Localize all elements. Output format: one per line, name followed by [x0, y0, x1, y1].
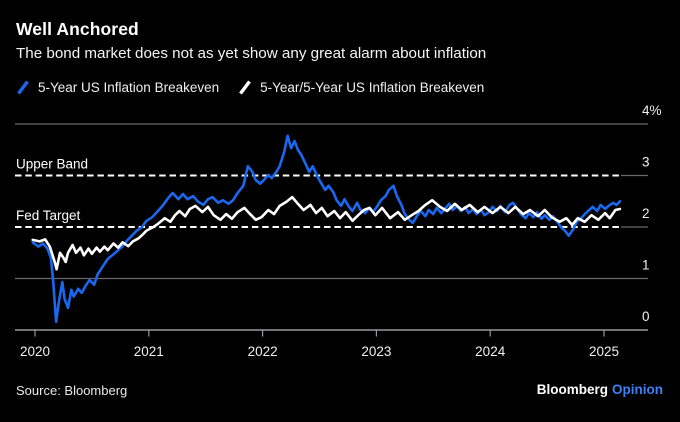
white-slash-icon — [239, 80, 251, 95]
x-axis-tick-label: 2021 — [134, 344, 164, 359]
bloomberg-opinion-logo: Bloomberg Opinion — [537, 382, 663, 397]
annotation-label: Fed Target — [16, 208, 81, 223]
brand-text: Bloomberg — [536, 382, 608, 397]
x-axis-tick-label: 2025 — [589, 344, 619, 359]
y-axis-tick-label: 1 — [642, 258, 650, 273]
x-axis-tick-label: 2024 — [475, 344, 506, 359]
annotation-label: Upper Band — [16, 157, 88, 172]
y-axis-tick-label: 3 — [642, 155, 650, 170]
y-axis-tick-label: 2 — [642, 206, 650, 221]
y-axis-tick-label: 4% — [642, 103, 662, 118]
x-axis-tick-label: 2022 — [248, 344, 278, 359]
legend-label: 5-Year/5-Year US Inflation Breakeven — [260, 80, 485, 95]
blue-slash-icon — [17, 80, 29, 95]
x-axis-tick-label: 2023 — [361, 344, 391, 359]
chart-legend: 5-Year US Inflation Breakeven 5-Year/5-Y… — [16, 79, 484, 96]
series-line — [31, 134, 622, 324]
y-axis-tick-label: 0 — [642, 309, 650, 324]
series-line — [31, 195, 622, 271]
chart-title: Well Anchored — [16, 19, 139, 39]
legend-item-5y-breakeven: 5-Year US Inflation Breakeven — [16, 79, 219, 96]
x-axis-tick-label: 2020 — [20, 344, 50, 359]
source-note: Source: Bloomberg — [16, 383, 128, 398]
legend-item-5y5y-breakeven: 5-Year/5-Year US Inflation Breakeven — [238, 79, 484, 96]
brand-suffix-text: Opinion — [612, 382, 663, 397]
legend-label: 5-Year US Inflation Breakeven — [38, 80, 220, 95]
chart-subtitle: The bond market does not as yet show any… — [16, 45, 487, 62]
